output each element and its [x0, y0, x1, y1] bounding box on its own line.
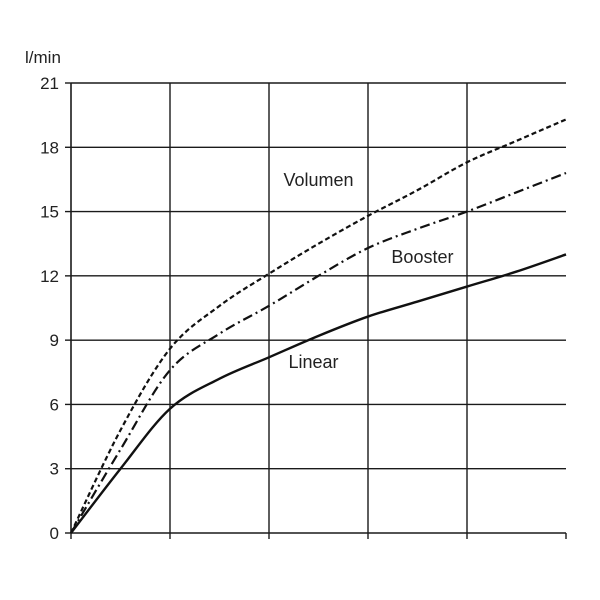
grid-layer: [71, 82, 566, 533]
series-line-booster: [70, 171, 567, 534]
y-tick-label-6: 6: [50, 395, 59, 414]
y-tick-label-0: 0: [50, 524, 59, 543]
y-tick-label-3: 3: [50, 460, 59, 479]
y-tick-label-21: 21: [40, 74, 59, 93]
y-tick-label-18: 18: [40, 138, 59, 157]
series-layer: [70, 118, 567, 534]
axis-layer: 0 3 6 9 12 15 18 21: [40, 74, 567, 543]
series-label-linear: Linear: [289, 352, 339, 372]
series-line-volumen: [70, 118, 567, 534]
series-line-linear: [70, 253, 567, 534]
y-axis-unit-label: l/min: [25, 48, 61, 67]
y-tick-label-12: 12: [40, 267, 59, 286]
label-layer: l/min Volumen Booster Linear: [25, 48, 453, 372]
y-tick-label-15: 15: [40, 203, 59, 222]
series-label-booster: Booster: [391, 247, 453, 267]
y-tick-label-9: 9: [50, 331, 59, 350]
series-label-volumen: Volumen: [283, 170, 353, 190]
